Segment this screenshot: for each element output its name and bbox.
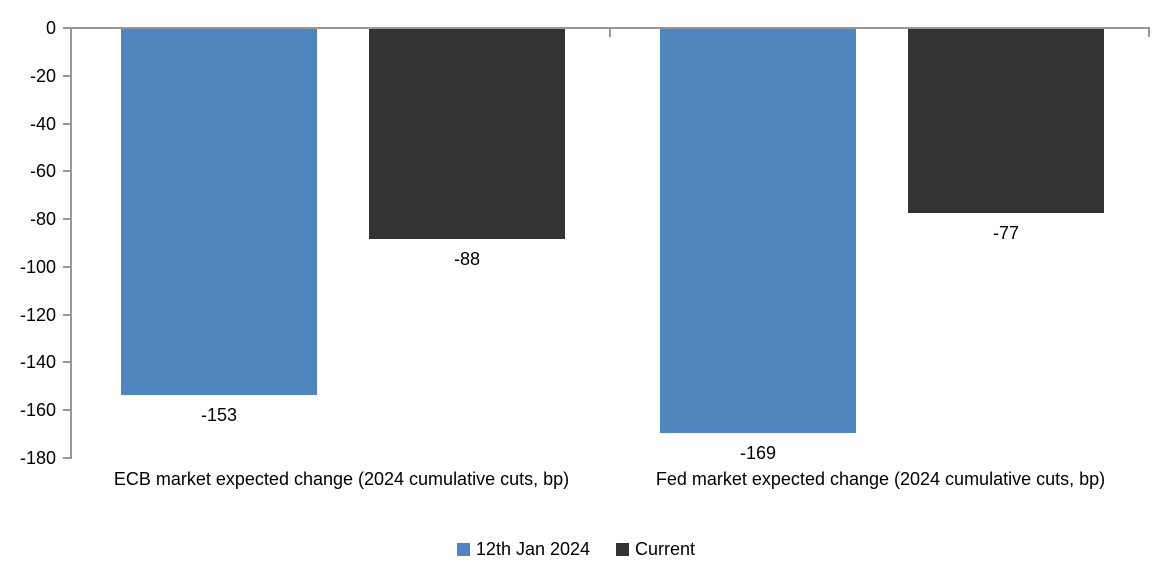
y-axis-tick-label: -80 xyxy=(29,209,56,230)
y-axis-tick xyxy=(63,409,70,412)
category-axis-label: Fed market expected change (2024 cumulat… xyxy=(655,469,1106,489)
x-axis-zero-line xyxy=(70,27,1150,29)
y-axis-tick xyxy=(63,313,70,316)
bar-series-1-category-0 xyxy=(369,29,565,240)
bar-series-1-category-1 xyxy=(908,29,1104,213)
y-axis-tick-label: -180 xyxy=(19,448,56,468)
y-axis-tick-label: -20 xyxy=(29,65,56,86)
data-label: -153 xyxy=(200,404,238,425)
legend-swatch-icon xyxy=(456,542,470,556)
y-axis-tick xyxy=(63,170,70,173)
legend: 12th Jan 2024 Current xyxy=(0,538,1152,560)
category-axis-label: ECB market expected change (2024 cumulat… xyxy=(113,469,570,489)
y-axis-tick-label: 0 xyxy=(45,18,56,38)
y-axis-tick-label: -120 xyxy=(19,304,56,325)
y-axis-line xyxy=(70,27,72,459)
y-axis-tick xyxy=(63,457,70,459)
y-axis-tick xyxy=(63,218,70,221)
y-axis-tick xyxy=(63,122,70,125)
legend-item: Current xyxy=(616,538,695,560)
bar-series-0-category-1 xyxy=(660,29,856,433)
data-label: -169 xyxy=(739,442,777,463)
bar-series-0-category-0 xyxy=(121,29,317,395)
y-axis-tick xyxy=(63,74,70,77)
y-axis-tick xyxy=(63,265,70,268)
legend-label: 12th Jan 2024 xyxy=(475,539,591,559)
y-axis-tick xyxy=(63,27,70,29)
y-axis-tick-label: -40 xyxy=(29,113,56,134)
y-axis-tick-label: -160 xyxy=(19,400,56,421)
y-axis-tick-label: -60 xyxy=(29,161,56,182)
y-axis-tick-label: -140 xyxy=(19,352,56,373)
category-boundary-tick xyxy=(1148,29,1150,37)
data-label: -77 xyxy=(992,222,1019,243)
category-boundary-tick xyxy=(609,29,611,37)
legend-label: Current xyxy=(635,539,696,559)
y-axis-tick-label: -100 xyxy=(19,256,56,277)
data-label: -88 xyxy=(453,249,480,270)
legend-swatch-icon xyxy=(616,542,630,556)
legend-item: 12th Jan 2024 xyxy=(456,538,591,560)
y-axis-tick xyxy=(63,361,70,364)
